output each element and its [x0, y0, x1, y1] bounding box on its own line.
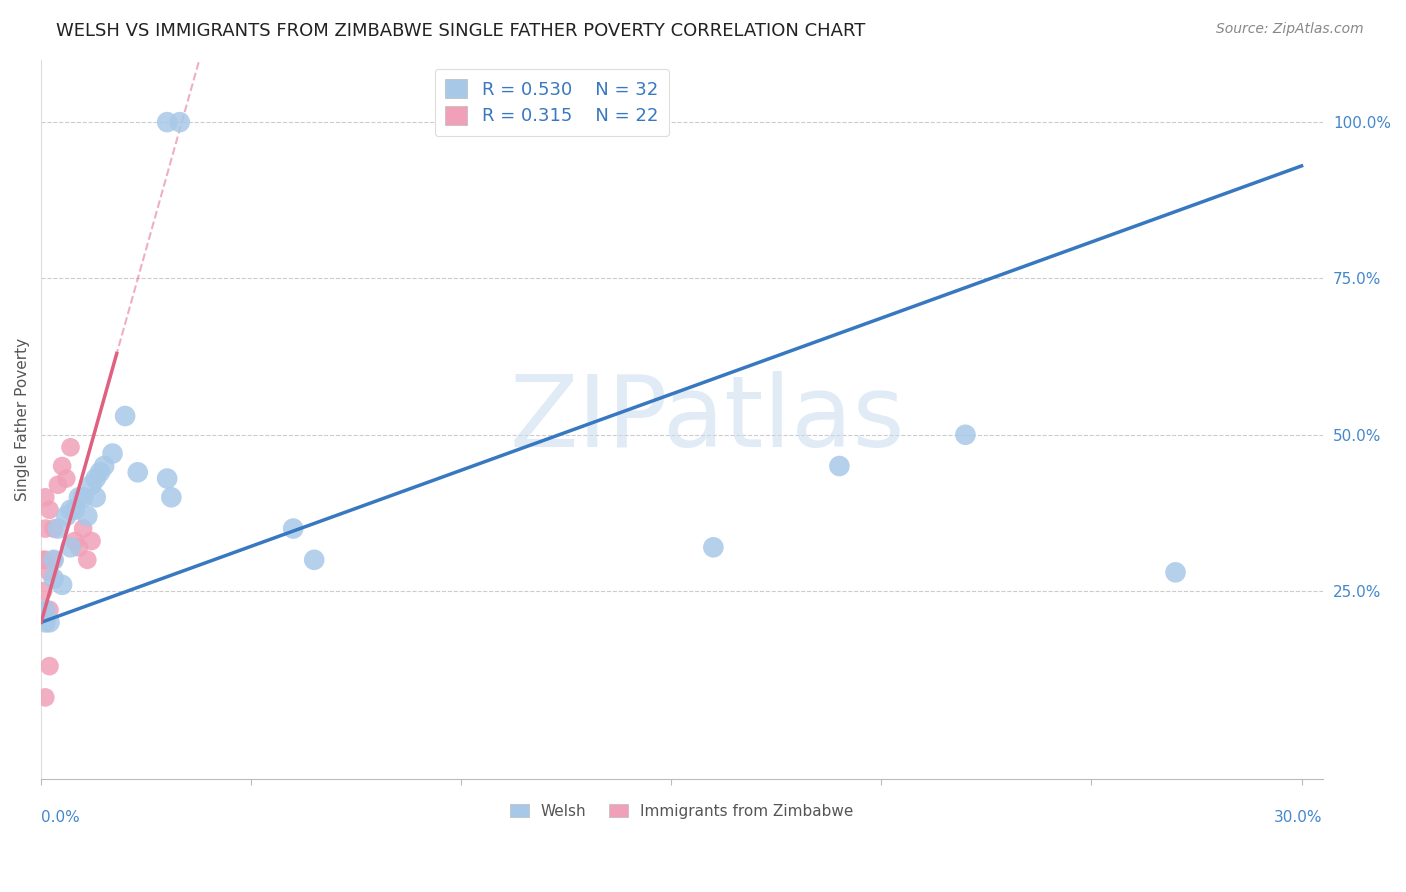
- Point: [1164, 566, 1187, 580]
- Point: [42, 553, 65, 567]
- Point: [101, 446, 124, 460]
- Point: [59, 503, 82, 517]
- Point: [34, 603, 56, 617]
- Legend: Welsh, Immigrants from Zimbabwe: Welsh, Immigrants from Zimbabwe: [505, 797, 859, 825]
- Point: [51, 578, 73, 592]
- Point: [80, 477, 103, 491]
- Point: [169, 115, 191, 129]
- Point: [34, 522, 56, 536]
- Point: [160, 491, 183, 505]
- Point: [76, 553, 98, 567]
- Text: WELSH VS IMMIGRANTS FROM ZIMBABWE SINGLE FATHER POVERTY CORRELATION CHART: WELSH VS IMMIGRANTS FROM ZIMBABWE SINGLE…: [56, 22, 866, 40]
- Point: [42, 553, 65, 567]
- Point: [51, 458, 73, 473]
- Point: [55, 471, 77, 485]
- Point: [38, 659, 60, 673]
- Point: [76, 509, 98, 524]
- Text: ZIPatlas: ZIPatlas: [510, 371, 905, 467]
- Point: [34, 603, 56, 617]
- Point: [46, 477, 69, 491]
- Point: [93, 458, 115, 473]
- Point: [63, 534, 86, 549]
- Point: [283, 522, 305, 536]
- Point: [156, 115, 179, 129]
- Point: [114, 409, 136, 423]
- Point: [702, 541, 724, 555]
- Point: [34, 615, 56, 630]
- Point: [72, 522, 94, 536]
- Point: [42, 522, 65, 536]
- Point: [127, 465, 149, 479]
- Point: [63, 503, 86, 517]
- Text: 0.0%: 0.0%: [41, 811, 80, 825]
- Point: [84, 491, 107, 505]
- Text: Source: ZipAtlas.com: Source: ZipAtlas.com: [1216, 22, 1364, 37]
- Point: [89, 465, 111, 479]
- Point: [32, 553, 55, 567]
- Point: [34, 491, 56, 505]
- Text: 30.0%: 30.0%: [1274, 811, 1323, 825]
- Point: [156, 471, 179, 485]
- Y-axis label: Single Father Poverty: Single Father Poverty: [15, 337, 30, 500]
- Point: [38, 615, 60, 630]
- Point: [84, 471, 107, 485]
- Point: [302, 553, 325, 567]
- Point: [955, 427, 977, 442]
- Point: [34, 553, 56, 567]
- Point: [67, 491, 90, 505]
- Point: [38, 603, 60, 617]
- Point: [67, 541, 90, 555]
- Point: [55, 509, 77, 524]
- Point: [46, 522, 69, 536]
- Point: [42, 572, 65, 586]
- Point: [38, 566, 60, 580]
- Point: [80, 534, 103, 549]
- Point: [34, 690, 56, 705]
- Point: [38, 503, 60, 517]
- Point: [59, 541, 82, 555]
- Point: [828, 458, 851, 473]
- Point: [72, 491, 94, 505]
- Point: [32, 584, 55, 599]
- Point: [59, 440, 82, 454]
